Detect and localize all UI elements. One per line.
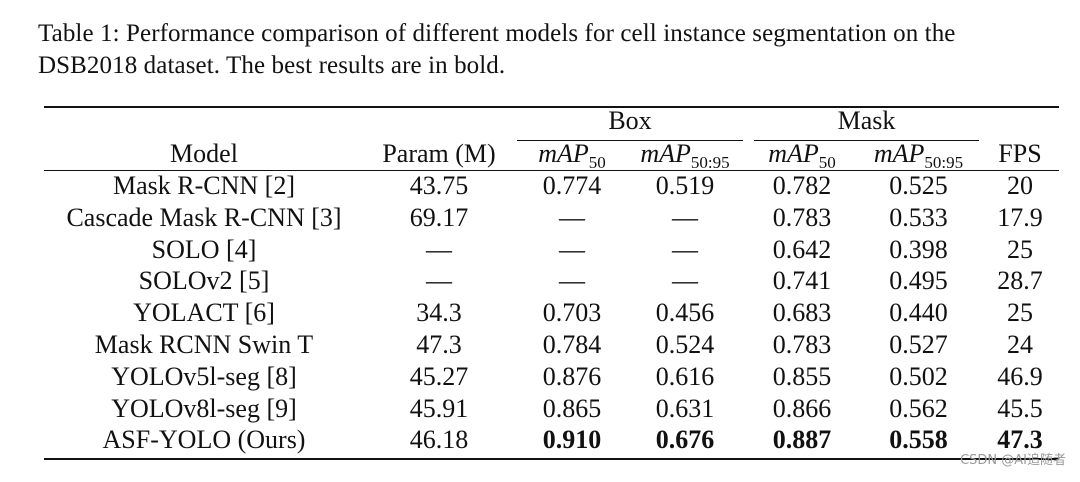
- table-cell-mask5095: 0.495: [889, 266, 948, 296]
- header-mask-group: Mask: [837, 106, 896, 135]
- table-cell-fps: 20: [1007, 171, 1033, 200]
- table-cell-box50: 0.703: [542, 298, 602, 328]
- table-cell-box5095: 0.519: [655, 171, 715, 200]
- table-cell-mask5095: 0.533: [889, 202, 948, 232]
- table-cell-fps: 25: [1007, 298, 1033, 328]
- header-map-label: mAP: [640, 139, 691, 168]
- table-cell-fps: 25: [1007, 234, 1033, 264]
- table-cell-box5095: —: [672, 202, 698, 232]
- box-group-rule: [517, 140, 743, 141]
- table-cell-mask50: 0.783: [772, 202, 832, 232]
- table-cell-box50: —: [559, 202, 585, 232]
- header-box-map50: mAP50: [517, 139, 627, 172]
- table-cell-param: 45.27: [409, 361, 469, 391]
- header-map-subscript: 50: [588, 153, 606, 172]
- table-cell-mask50: 0.741: [772, 266, 832, 296]
- watermark: CSDN @AI追随者: [960, 453, 1066, 468]
- table-cell-fps: 17.9: [997, 202, 1043, 232]
- table-cell-model: YOLOv8l-seg [9]: [111, 393, 297, 423]
- table-cell-param: 34.3: [416, 298, 462, 328]
- table-cell-mask5095: 0.398: [889, 234, 948, 264]
- table-cell-mask50: 0.642: [772, 234, 832, 264]
- table-cell-box50: 0.865: [542, 393, 602, 423]
- table-cell-mask50: 0.855: [772, 361, 832, 391]
- table-cell-box5095: 0.456: [655, 298, 715, 328]
- header-map-label: mAP: [873, 139, 925, 168]
- table-cell-mask5095: 0.562: [889, 393, 948, 423]
- table-cell-mask50: 0.683: [772, 298, 832, 328]
- table-cell-box5095: 0.616: [655, 361, 715, 391]
- table-cell-mask5095: 0.525: [889, 171, 948, 200]
- header-map-subscript: 50:95: [690, 153, 730, 172]
- table-cell-param: 46.18: [409, 425, 469, 455]
- table-cell-box5095: 0.524: [655, 330, 715, 359]
- table-cell-model: Mask RCNN Swin T: [94, 330, 314, 359]
- table-top-rule: [44, 106, 1059, 108]
- header-bottom-rule: [44, 170, 1059, 171]
- table-cell-model: SOLO [4]: [151, 234, 257, 264]
- table-cell-model: ASF-YOLO (Ours): [102, 425, 306, 455]
- header-map-subscript: 50:95: [924, 153, 964, 172]
- table-cell-model: YOLOv5l-seg [8]: [111, 361, 297, 391]
- table-cell-model: YOLACT [6]: [133, 298, 275, 328]
- table-cell-fps: 45.5: [997, 393, 1043, 423]
- header-map-label: mAP: [538, 139, 589, 168]
- table-cell-box50: 0.876: [542, 361, 602, 391]
- table-cell-param: —: [426, 234, 452, 264]
- header-mask-map5095: mAP50:95: [858, 139, 979, 172]
- table-cell-mask50: 0.866: [772, 393, 832, 423]
- mask-group-rule: [754, 140, 979, 141]
- table-cell-mask5095: 0.558: [889, 425, 948, 455]
- table-cell-mask5095: 0.440: [889, 298, 948, 328]
- table-cell-param: 43.75: [409, 171, 469, 200]
- table-cell-param: —: [426, 266, 452, 296]
- table-cell-model: Mask R-CNN [2]: [113, 171, 295, 200]
- table-cell-mask50: 0.783: [772, 330, 832, 359]
- table-caption: Table 1: Performance comparison of diffe…: [38, 20, 956, 79]
- table-cell-mask5095: 0.527: [889, 330, 948, 359]
- table-cell-mask5095: 0.502: [889, 361, 948, 391]
- table-cell-param: 47.3: [416, 330, 462, 359]
- table-cell-box50: —: [559, 234, 585, 264]
- table-cell-box5095: 0.631: [655, 393, 715, 423]
- table-cell-fps: 24: [1007, 330, 1033, 359]
- table-cell-model: SOLOv2 [5]: [138, 266, 270, 296]
- table-cell-fps: 28.7: [997, 266, 1043, 296]
- table-cell-fps: 47.3: [997, 425, 1043, 455]
- table-cell-box50: 0.784: [542, 330, 602, 359]
- header-map-label: mAP: [768, 139, 819, 168]
- header-box-map5095: mAP50:95: [627, 139, 743, 172]
- table-cell-mask50: 0.782: [772, 171, 832, 200]
- table-cell-box5095: —: [672, 234, 698, 264]
- table-cell-box50: 0.910: [542, 425, 602, 455]
- table-bottom-rule: [44, 458, 1059, 460]
- table-cell-box50: 0.774: [542, 171, 602, 200]
- table-cell-param: 69.17: [409, 202, 469, 232]
- table-cell-param: 45.91: [409, 393, 469, 423]
- header-box-group: Box: [608, 106, 652, 135]
- table-cell-mask50: 0.887: [772, 425, 832, 455]
- table-cell-box5095: —: [672, 266, 698, 296]
- header-model: Model: [170, 139, 238, 168]
- table-cell-fps: 46.9: [997, 361, 1043, 391]
- table-cell-box50: —: [559, 266, 585, 296]
- header-map-subscript: 50: [818, 153, 836, 172]
- header-fps: FPS: [998, 139, 1042, 168]
- table-cell-box5095: 0.676: [655, 425, 715, 455]
- header-mask-map50: mAP50: [754, 139, 850, 172]
- header-param: Param (M): [382, 139, 496, 168]
- table-cell-model: Cascade Mask R-CNN [3]: [66, 202, 342, 232]
